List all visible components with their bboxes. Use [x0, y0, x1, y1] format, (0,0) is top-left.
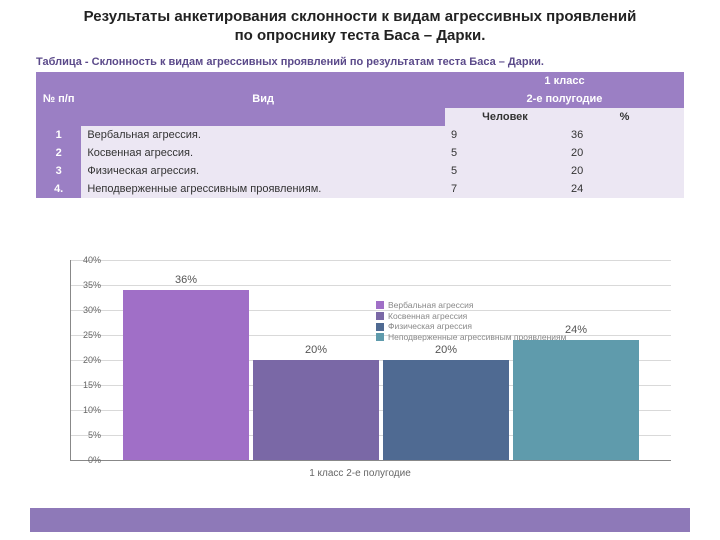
bar-value-label: 20% [253, 344, 379, 356]
chart-bar: 24% [513, 340, 639, 460]
table-row: 4.Неподверженные агрессивным проявлениям… [36, 180, 684, 198]
page-title: Результаты анкетирования склонности к ви… [0, 0, 720, 50]
row-num: 3 [36, 162, 81, 180]
y-tick-label: 35% [57, 280, 101, 290]
chart-bar: 20% [253, 360, 379, 460]
row-num: 4. [36, 180, 81, 198]
col-num-header: № п/п [36, 72, 81, 126]
row-pct: 24 [565, 180, 684, 198]
table-row: 1Вербальная агрессия.936 [36, 126, 684, 144]
y-tick-label: 10% [57, 405, 101, 415]
legend-label: Косвенная агрессия [388, 311, 467, 322]
legend-item: Неподверженные агрессивным проявлениям [376, 332, 566, 343]
row-pct: 20 [565, 162, 684, 180]
footer-band [30, 508, 690, 532]
row-pct: 20 [565, 144, 684, 162]
y-tick-label: 5% [57, 430, 101, 440]
row-num: 1 [36, 126, 81, 144]
col-people-header: Человек [445, 108, 565, 126]
row-people: 5 [445, 162, 565, 180]
row-kind: Физическая агрессия. [81, 162, 445, 180]
row-kind: Неподверженные агрессивным проявлениям. [81, 180, 445, 198]
chart-plot-area: 0%5%10%15%20%25%30%35%40%36%20%20%24% [70, 260, 671, 461]
col-class-header: 1 класс [445, 72, 684, 90]
row-pct: 36 [565, 126, 684, 144]
col-kind-header: Вид [81, 72, 445, 126]
bar-value-label: 36% [123, 274, 249, 286]
row-kind: Косвенная агрессия. [81, 144, 445, 162]
chart-bar: 20% [383, 360, 509, 460]
title-line-1: Результаты анкетирования склонности к ви… [84, 8, 637, 25]
col-pct-header: % [565, 108, 684, 126]
legend-swatch [376, 301, 384, 309]
legend-label: Неподверженные агрессивным проявлениям [388, 332, 566, 343]
legend-item: Вербальная агрессия [376, 300, 566, 311]
y-tick-label: 30% [57, 305, 101, 315]
col-half-header: 2-е полугодие [445, 90, 684, 108]
legend-swatch [376, 312, 384, 320]
table-row: 2Косвенная агрессия.520 [36, 144, 684, 162]
row-kind: Вербальная агрессия. [81, 126, 445, 144]
aggression-table: № п/п Вид 1 класс 2-е полугодие Человек … [36, 72, 684, 198]
title-line-2: по опроснику теста Баса – Дарки. [235, 27, 486, 44]
y-tick-label: 25% [57, 330, 101, 340]
y-tick-label: 15% [57, 380, 101, 390]
row-people: 5 [445, 144, 565, 162]
table-caption: Таблица - Склонность к видам агрессивных… [0, 50, 720, 72]
y-tick-label: 20% [57, 355, 101, 365]
legend-swatch [376, 323, 384, 331]
y-tick-label: 0% [57, 455, 101, 465]
bar-chart: 0%5%10%15%20%25%30%35%40%36%20%20%24% 1 … [36, 260, 684, 495]
legend-swatch [376, 333, 384, 341]
legend-item: Физическая агрессия [376, 321, 566, 332]
legend-label: Физическая агрессия [388, 321, 472, 332]
row-num: 2 [36, 144, 81, 162]
chart-x-label: 1 класс 2-е полугодие [36, 468, 684, 479]
y-tick-label: 40% [57, 255, 101, 265]
legend-item: Косвенная агрессия [376, 311, 566, 322]
bar-value-label: 20% [383, 344, 509, 356]
chart-legend: Вербальная агрессияКосвенная агрессияФиз… [376, 300, 566, 343]
legend-label: Вербальная агрессия [388, 300, 473, 311]
table-row: 3Физическая агрессия.520 [36, 162, 684, 180]
row-people: 9 [445, 126, 565, 144]
chart-bar: 36% [123, 290, 249, 460]
row-people: 7 [445, 180, 565, 198]
gridline [71, 260, 671, 261]
